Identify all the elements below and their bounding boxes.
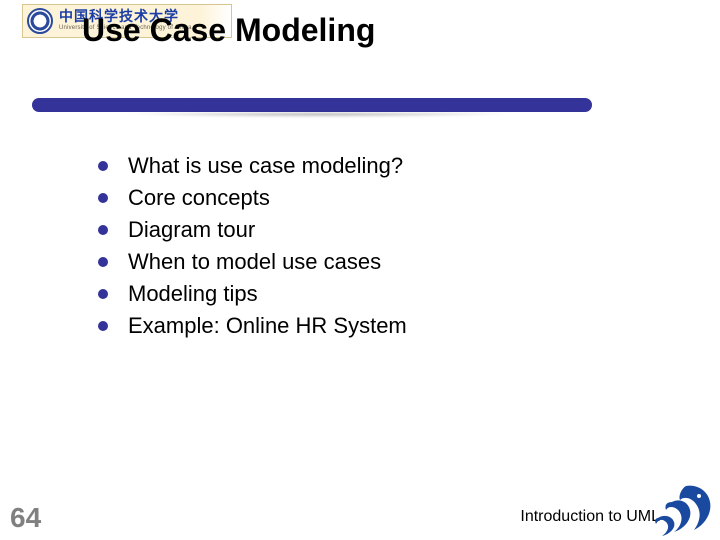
title-underline-fill xyxy=(32,98,592,112)
list-item-text: Modeling tips xyxy=(128,281,258,306)
dragon-mascot-icon xyxy=(652,482,716,538)
list-item: When to model use cases xyxy=(98,246,407,278)
slide-title: Use Case Modeling xyxy=(82,12,375,49)
footer-text: Introduction to UML xyxy=(520,508,660,526)
list-item-text: Core concepts xyxy=(128,185,270,210)
page-number: 64 xyxy=(10,502,41,534)
list-item-text: What is use case modeling? xyxy=(128,153,403,178)
list-item: Diagram tour xyxy=(98,214,407,246)
title-underline-shadow xyxy=(38,113,598,121)
university-seal-icon xyxy=(27,8,53,34)
list-item-text: Diagram tour xyxy=(128,217,255,242)
list-item-text: Example: Online HR System xyxy=(128,313,407,338)
list-item: Modeling tips xyxy=(98,278,407,310)
list-item-text: When to model use cases xyxy=(128,249,381,274)
list-item: Example: Online HR System xyxy=(98,310,407,342)
list-item: Core concepts xyxy=(98,182,407,214)
bullet-list: What is use case modeling? Core concepts… xyxy=(98,150,407,342)
list-item: What is use case modeling? xyxy=(98,150,407,182)
title-underline-bar xyxy=(32,98,592,121)
